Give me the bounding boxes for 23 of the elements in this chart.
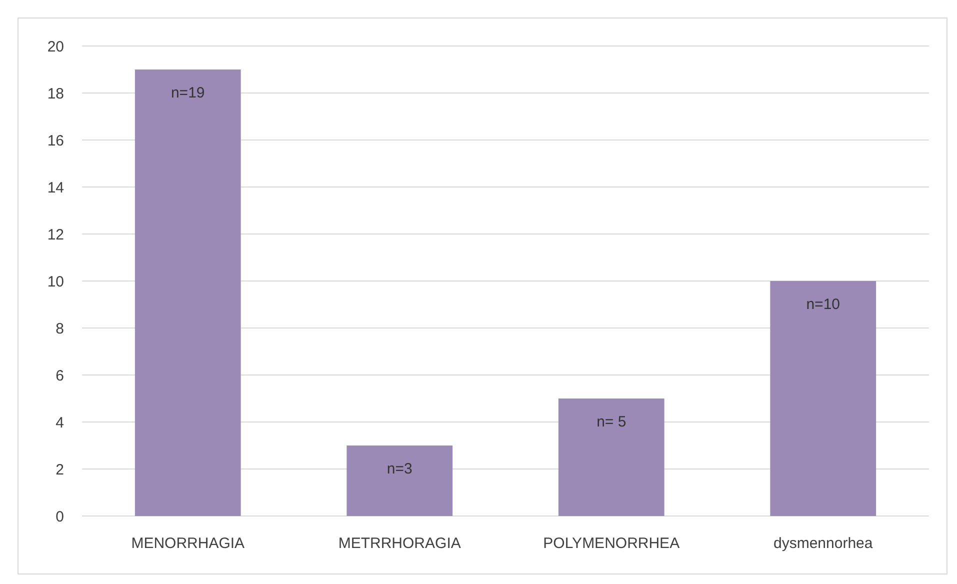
y-tick-label: 10 (47, 273, 64, 290)
data-label: n=10 (806, 296, 840, 313)
x-tick-label: METRRHORAGIA (338, 535, 461, 552)
y-tick-label: 18 (47, 85, 64, 102)
data-label: n= 5 (596, 414, 626, 430)
x-tick-label: MENORRHAGIA (131, 535, 245, 552)
y-tick-label: 16 (47, 132, 64, 150)
y-tick-label: 14 (47, 179, 64, 196)
y-tick-label: 12 (47, 226, 64, 244)
bar (346, 446, 453, 516)
y-tick-label: 8 (56, 320, 64, 338)
bar (134, 70, 241, 516)
y-tick-label: 6 (56, 367, 64, 384)
y-tick-label: 4 (56, 414, 64, 432)
x-tick-label: dysmennorhea (774, 535, 874, 552)
bar (558, 398, 664, 516)
x-tick-label: POLYMENORRHEA (543, 535, 680, 552)
y-tick-label: 0 (56, 508, 64, 526)
data-label: n=3 (386, 460, 412, 478)
y-tick-label: 20 (47, 38, 64, 56)
data-label: n=19 (170, 84, 205, 102)
bar (770, 281, 876, 516)
y-tick-label: 2 (56, 461, 64, 478)
